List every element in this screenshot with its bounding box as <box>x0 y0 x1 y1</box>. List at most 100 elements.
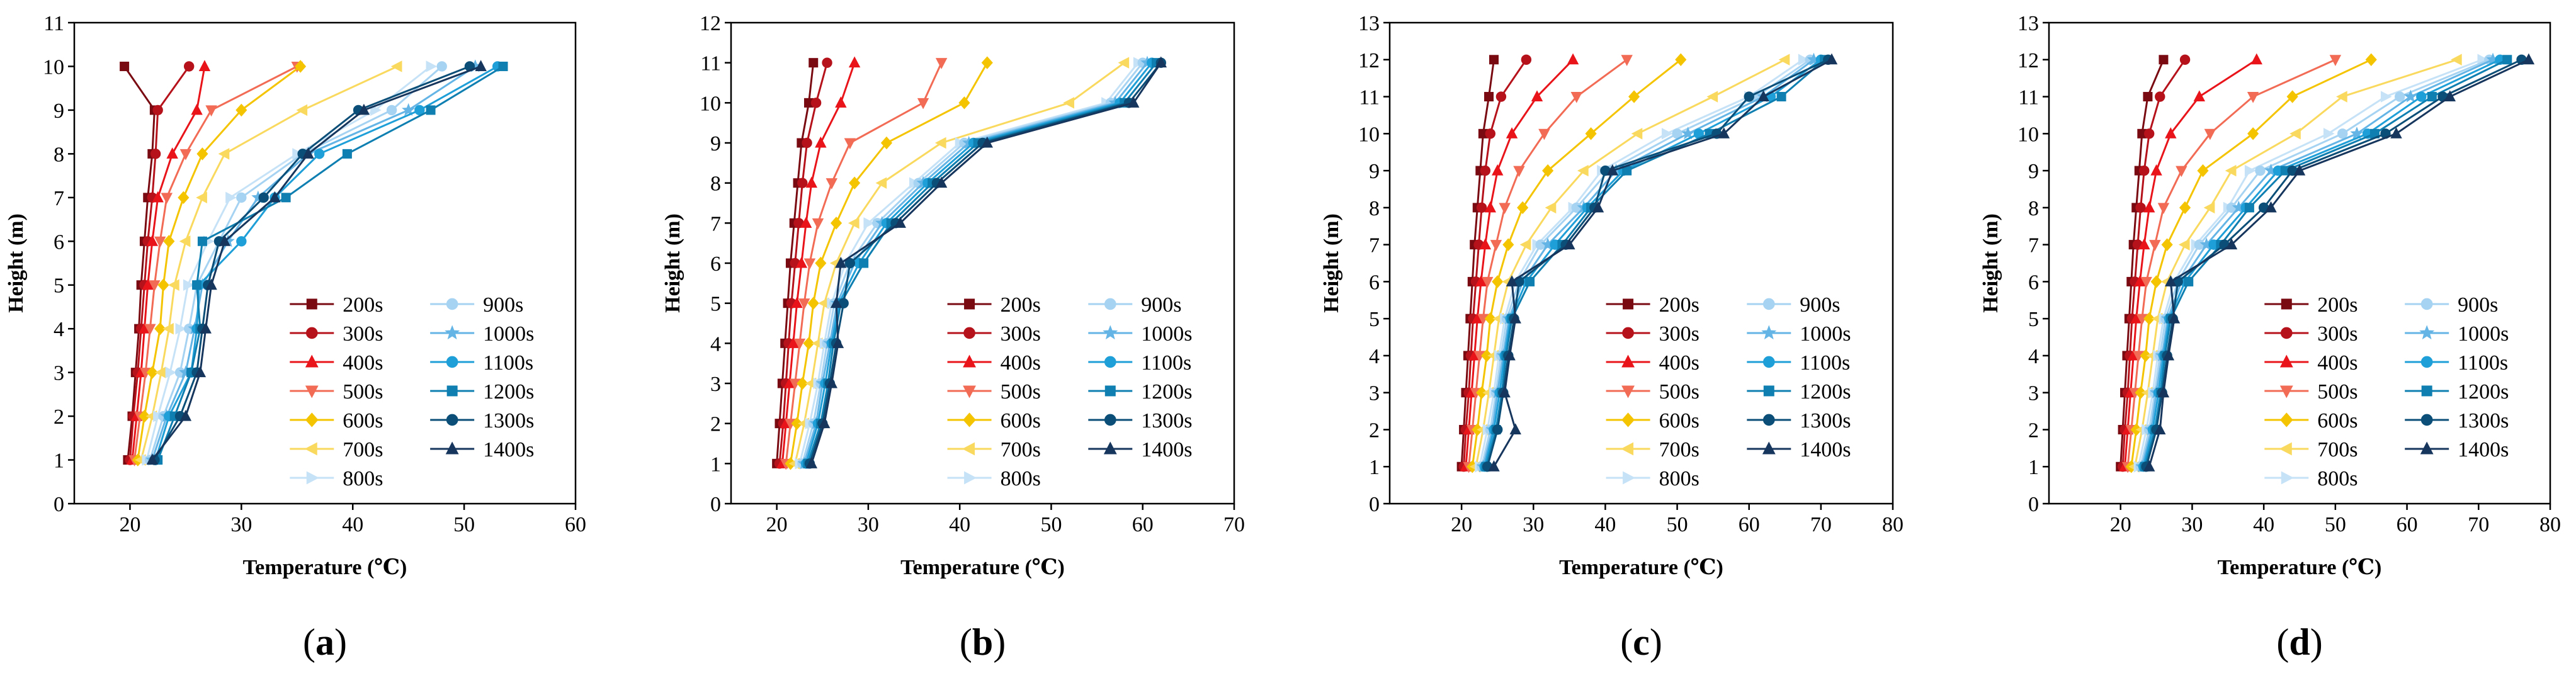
data-point <box>791 417 803 430</box>
panel-label-close: ) <box>1650 621 1662 663</box>
data-point <box>1531 90 1543 102</box>
data-point <box>163 235 175 248</box>
legend-item: 1400s <box>1747 438 1851 461</box>
legend-label: 400s <box>2317 351 2358 375</box>
data-point <box>2155 91 2165 102</box>
x-axis: 20 30 40 50 60 70 <box>766 504 1245 536</box>
data-point <box>830 217 843 230</box>
data-point <box>178 191 190 205</box>
data-point <box>2144 128 2155 139</box>
data-point <box>426 105 436 115</box>
data-point <box>1563 238 1575 250</box>
data-point <box>269 191 281 203</box>
legend-item: 1300s <box>2405 409 2509 433</box>
legend-swatch-marker <box>1762 414 1775 426</box>
data-point <box>218 235 231 246</box>
legend-swatch-marker <box>1762 441 1776 455</box>
data-point <box>358 103 370 115</box>
y-tick-label: 13 <box>1358 12 1380 35</box>
data-point <box>807 297 819 310</box>
data-point <box>1825 53 1838 65</box>
data-point <box>1525 276 1535 286</box>
data-point <box>2244 164 2256 177</box>
data-point <box>314 149 325 159</box>
legend-swatch-marker <box>2421 385 2432 397</box>
x-tick-label: 20 <box>1451 513 1472 536</box>
data-point <box>236 192 247 203</box>
data-point <box>168 279 179 291</box>
legend-label: 600s <box>1001 409 1041 433</box>
data-point <box>2204 128 2216 140</box>
data-point <box>120 61 130 71</box>
legend-swatch-marker <box>1623 471 1636 485</box>
legend-item: 1000s <box>1747 322 1851 346</box>
data-point <box>2179 201 2191 215</box>
x-tick-label: 20 <box>766 513 788 536</box>
y-tick-label: 8 <box>710 172 721 196</box>
legend-swatch-marker <box>2280 412 2293 427</box>
data-point <box>2150 275 2162 288</box>
data-point <box>1519 239 1531 251</box>
data-point <box>2139 165 2150 176</box>
legend-label: 600s <box>2317 409 2358 433</box>
legend-item: 1200s <box>430 380 534 404</box>
legend-swatch-marker <box>1104 356 1116 368</box>
data-point <box>917 98 929 110</box>
legend-swatch-marker <box>306 298 317 310</box>
legend-swatch-marker <box>2419 325 2435 340</box>
x-tick-label: 50 <box>2325 513 2346 536</box>
legend-label: 700s <box>2317 438 2358 461</box>
data-point <box>2365 53 2377 66</box>
data-point <box>2140 276 2152 288</box>
data-point <box>2143 92 2153 102</box>
data-point <box>1798 54 1810 65</box>
data-point <box>2168 312 2181 324</box>
y-tick-label: 2 <box>54 405 64 429</box>
data-point <box>848 217 860 229</box>
data-point <box>2289 128 2301 140</box>
legend-swatch-marker <box>446 356 458 368</box>
legend-item: 600s <box>947 409 1041 433</box>
data-point <box>2225 164 2237 177</box>
data-point <box>1538 128 1550 140</box>
legend-label: 600s <box>343 409 383 433</box>
data-point <box>225 191 237 204</box>
data-point <box>2225 238 2238 250</box>
x-axis-title: Temperature (℃) <box>2218 556 2382 579</box>
panel-label-close: ) <box>993 621 1006 663</box>
legend-item: 700s <box>290 438 383 461</box>
data-point <box>165 366 177 378</box>
y-tick-label: 6 <box>2028 271 2039 294</box>
legend-label: 500s <box>343 380 383 404</box>
y-tick-label: 11 <box>1359 86 1380 110</box>
legend-swatch-marker <box>2420 298 2433 310</box>
y-tick-label: 9 <box>1369 160 1380 183</box>
data-point <box>390 60 402 72</box>
legend-item: 300s <box>2264 322 2358 346</box>
data-point <box>826 178 838 189</box>
legend-swatch-marker <box>306 471 319 485</box>
data-point <box>2184 276 2194 286</box>
series-line-800s <box>2137 59 2483 467</box>
data-point <box>258 192 269 203</box>
legend-item: 800s <box>1606 467 1699 490</box>
data-point <box>2329 55 2342 66</box>
series-line-200s <box>1460 59 1495 467</box>
data-point <box>191 103 203 115</box>
y-tick-label: 4 <box>710 332 721 356</box>
data-point <box>475 60 487 71</box>
data-point <box>835 256 847 268</box>
series-group <box>2116 52 2535 473</box>
y-tick-label: 10 <box>2017 123 2039 146</box>
series-line-1000s <box>151 65 476 460</box>
x-axis: 20 30 40 50 60 70 80 <box>1451 504 1904 536</box>
legend-label: 300s <box>1659 322 1699 346</box>
data-point <box>2154 423 2166 434</box>
legend-item: 200s <box>1606 293 1699 317</box>
legend-swatch-marker <box>963 412 976 427</box>
legend-label: 900s <box>1800 293 1840 317</box>
legend-item: 500s <box>2264 380 2358 404</box>
